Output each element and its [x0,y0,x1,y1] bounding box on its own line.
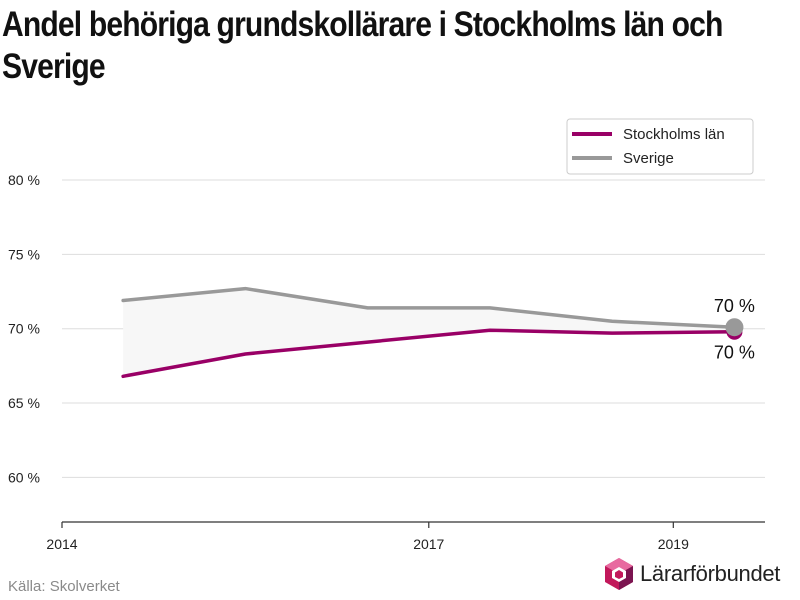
gap-area [123,288,735,377]
source-note: Källa: Skolverket [8,578,120,595]
y-tick-label: 70 % [8,321,40,337]
y-tick-label: 65 % [8,395,40,411]
gap-fill-area [123,288,735,377]
end-label-stockholm: 70 % [714,343,755,363]
brand-logo[interactable]: Lärarförbundet [602,556,780,592]
x-tick-label: 2014 [46,536,77,552]
end-marker-sverige [725,318,744,337]
legend-entry[interactable]: Stockholms län [623,126,725,143]
legend-entry[interactable]: Sverige [623,150,674,167]
x-tick-label: 2017 [413,536,444,552]
series-lines [121,286,737,379]
labels: 60 % 65 % 70 % 75 % 80 % 2014 2017 2019 70 % 70 % [8,172,755,552]
brand-name: Lärarförbundet [640,561,781,586]
end-markers [725,318,744,340]
y-tick-label: 80 % [8,172,40,188]
x-tick-label: 2019 [658,536,689,552]
y-tick-label: 60 % [8,469,40,485]
legend[interactable]: Stockholms län Sverige [566,118,754,175]
legend-box [566,118,754,175]
end-label-sverige: 70 % [714,296,755,316]
series-line-sverige [121,286,737,329]
chart-title: Andel behöriga grundskollärare i Stockho… [2,5,723,86]
y-tick-label: 75 % [8,246,40,262]
brand-hexagon-icon [605,558,633,590]
x-axis [61,521,765,528]
series-line-stockholms-län [121,328,737,379]
